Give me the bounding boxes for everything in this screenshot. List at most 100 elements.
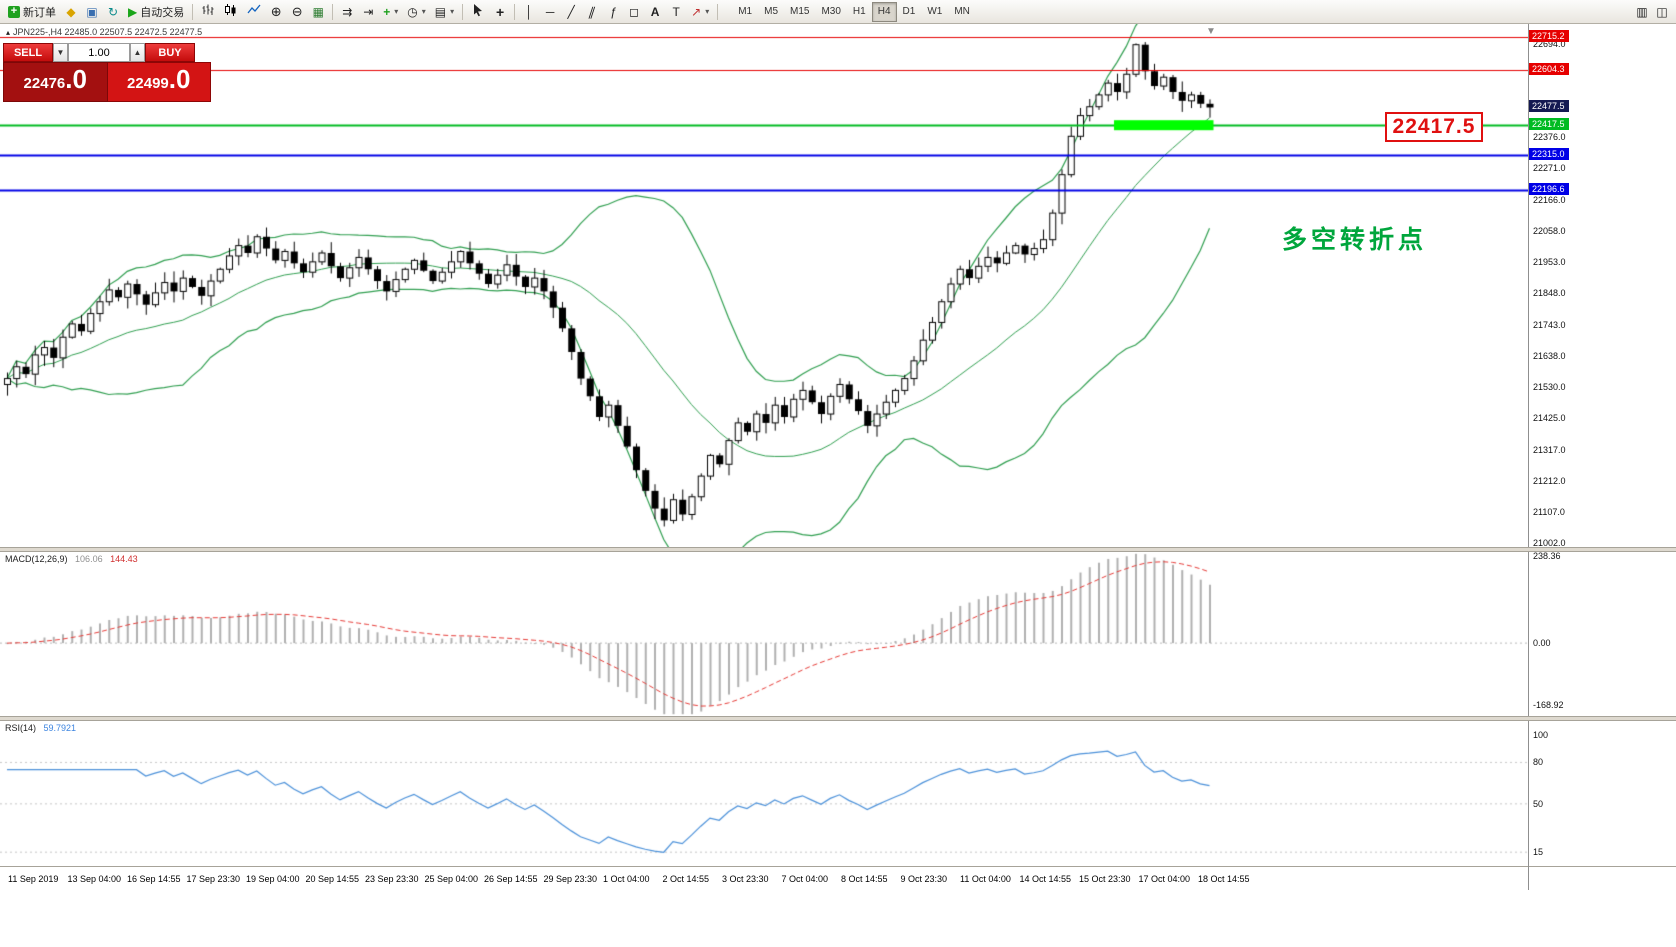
line-chart-icon <box>247 3 261 20</box>
window-cascade-icon: ◫ <box>1656 4 1668 19</box>
rsi-axis: 100 80 50 15 <box>1529 721 1676 866</box>
auto-scroll-button[interactable]: ⇉ <box>337 2 357 22</box>
price-chart-canvas[interactable] <box>0 24 1528 547</box>
template-icon: ▤ <box>434 4 447 19</box>
price-axis-label: 21425.0 <box>1533 413 1566 424</box>
zoom-in-icon: ⊕ <box>270 4 282 19</box>
shapes-icon: ◻ <box>629 4 640 19</box>
text-label-icon: T <box>672 4 680 19</box>
indicators-plus-icon: + <box>383 4 391 19</box>
fibonacci-icon: ƒ <box>609 4 617 19</box>
time-axis[interactable]: 11 Sep 2019 13 Sep 04:00 16 Sep 14:55 17 Se… <box>0 866 1676 890</box>
toolbar-separator <box>462 3 464 20</box>
dropdown-caret-icon: ▾ <box>421 7 426 16</box>
trade-panel-prices: 22476 .0 22499 .0 <box>3 62 211 102</box>
fibonacci-button[interactable]: ƒ <box>603 2 623 22</box>
zoom-in-button[interactable]: ⊕ <box>266 2 286 22</box>
rsi-canvas[interactable] <box>0 721 1528 866</box>
candlestick-chart-button[interactable] <box>220 2 242 22</box>
chart-shift-icon: ⇥ <box>363 4 374 19</box>
volume-decrease-button[interactable]: ▼ <box>53 43 68 62</box>
volume-increase-button[interactable]: ▲ <box>130 43 145 62</box>
price-axis-label: 22271.0 <box>1533 163 1566 174</box>
sell-price[interactable]: 22476 .0 <box>3 62 108 102</box>
timeframe-d1-button[interactable]: D1 <box>897 2 922 22</box>
horizontal-line-button[interactable]: ─ <box>540 2 560 22</box>
text-button[interactable]: A <box>645 2 665 22</box>
profiles-button[interactable]: ◆ <box>61 2 81 22</box>
grid-button[interactable]: ▦ <box>308 2 328 22</box>
timeframe-w1-button[interactable]: W1 <box>921 2 948 22</box>
refresh-icon: ↻ <box>107 4 119 19</box>
vertical-line-button[interactable]: │ <box>519 2 539 22</box>
timeframe-m30-button[interactable]: M30 <box>815 2 846 22</box>
time-axis-label: 20 Sep 14:55 <box>305 874 360 884</box>
macd-axis: 238.36 0.00 -168.92 <box>1529 551 1676 716</box>
new-order-button[interactable]: + 新订单 <box>4 2 60 22</box>
price-level-tag: 22604.3 <box>1529 63 1569 75</box>
buy-button[interactable]: BUY <box>145 43 195 62</box>
macd-signal-value: 144.43 <box>110 554 138 564</box>
templates-button[interactable]: ▤ ▾ <box>431 2 458 22</box>
one-click-trade-panel: SELL ▼ ▲ BUY 22476 .0 22499 .0 <box>3 43 211 102</box>
grid-icon: ▦ <box>312 4 324 19</box>
periods-button[interactable]: ◷ ▾ <box>403 2 430 22</box>
text-icon: A <box>650 4 660 19</box>
price-axis-label: 21743.0 <box>1533 319 1566 330</box>
time-axis-label: 18 Oct 14:55 <box>1198 874 1250 884</box>
time-axis-label: 3 Oct 23:30 <box>722 874 769 884</box>
macd-canvas[interactable] <box>0 552 1528 716</box>
timeframe-m5-button[interactable]: M5 <box>758 2 784 22</box>
chart-expand-icon[interactable]: ▴ <box>6 28 11 37</box>
new-order-label: 新订单 <box>23 6 56 19</box>
sell-button[interactable]: SELL <box>3 43 53 62</box>
buy-price-main: 22499 <box>127 75 169 92</box>
price-level-tag: 22417.5 <box>1529 118 1569 131</box>
price-axis: 22694.0 22376.0 22271.0 22166.0 22058.0 21953… <box>1529 24 1676 548</box>
time-axis-label: 7 Oct 04:00 <box>781 874 829 884</box>
rsi-panel: RSI(14) 59.7921 100 80 50 15 <box>0 721 1676 866</box>
timeframe-toolbar: M1 M5 M15 M30 H1 H4 D1 W1 MN <box>732 1 976 22</box>
crosshair-button[interactable]: + <box>490 2 510 22</box>
window-cascade-button[interactable]: ◫ <box>1652 2 1672 22</box>
bar-chart-button[interactable] <box>197 2 219 22</box>
channel-button[interactable]: ∥ <box>582 2 602 22</box>
trendline-button[interactable]: ╱ <box>561 2 581 22</box>
shapes-button[interactable]: ◻ <box>624 2 644 22</box>
time-axis-label: 9 Oct 23:30 <box>900 874 948 884</box>
text-label-button[interactable]: T <box>666 2 686 22</box>
timeframe-h4-button[interactable]: H4 <box>871 1 897 22</box>
window-tile-button[interactable]: ▥ <box>1632 2 1652 22</box>
channel-icon: ∥ <box>586 4 598 19</box>
main-toolbar: + 新订单 ◆ ▣ ↻ ▶ 自动交易 ⊕ ⊖ ▦ ⇉ ⇥ + ▾ ◷ ▾ ▤ ▾ + … <box>0 0 1676 24</box>
window-bottom-area <box>0 890 1676 947</box>
line-chart-button[interactable] <box>243 2 265 22</box>
timeframe-m15-button[interactable]: M15 <box>784 2 815 22</box>
zoom-out-button[interactable]: ⊖ <box>287 2 307 22</box>
arrows-button[interactable]: ↗ ▾ <box>687 2 713 22</box>
refresh-button[interactable]: ↻ <box>103 2 123 22</box>
market-watch-button[interactable]: ▣ <box>82 2 102 22</box>
time-axis-label: 1 Oct 04:00 <box>603 874 650 884</box>
timeframe-mn-button[interactable]: MN <box>948 2 976 22</box>
price-level-tag: 22196.6 <box>1529 183 1569 196</box>
panel-separator[interactable] <box>0 547 1676 552</box>
chart-shift-marker-icon[interactable]: ▼ <box>1206 26 1216 37</box>
buy-price[interactable]: 22499 .0 <box>107 62 211 102</box>
volume-input[interactable] <box>68 43 130 62</box>
rsi-axis-label: 100 <box>1533 729 1549 740</box>
panel-separator[interactable] <box>0 716 1676 721</box>
rsi-axis-label: 50 <box>1533 798 1544 809</box>
cursor-button[interactable] <box>467 2 489 22</box>
price-axis-label: 21953.0 <box>1533 257 1566 268</box>
time-axis-label: 25 Sep 04:00 <box>424 874 479 884</box>
timeframe-m1-button[interactable]: M1 <box>732 2 758 22</box>
timeframe-h1-button[interactable]: H1 <box>847 2 872 22</box>
dropdown-caret-icon: ▾ <box>450 7 455 16</box>
autotrading-button[interactable]: ▶ 自动交易 <box>124 2 188 22</box>
trade-panel-controls: SELL ▼ ▲ BUY <box>3 43 211 62</box>
price-level-tag: 22715.2 <box>1529 30 1569 43</box>
chart-shift-button[interactable]: ⇥ <box>358 2 378 22</box>
rsi-value: 59.7921 <box>43 723 77 733</box>
indicators-button[interactable]: + ▾ <box>379 2 402 22</box>
